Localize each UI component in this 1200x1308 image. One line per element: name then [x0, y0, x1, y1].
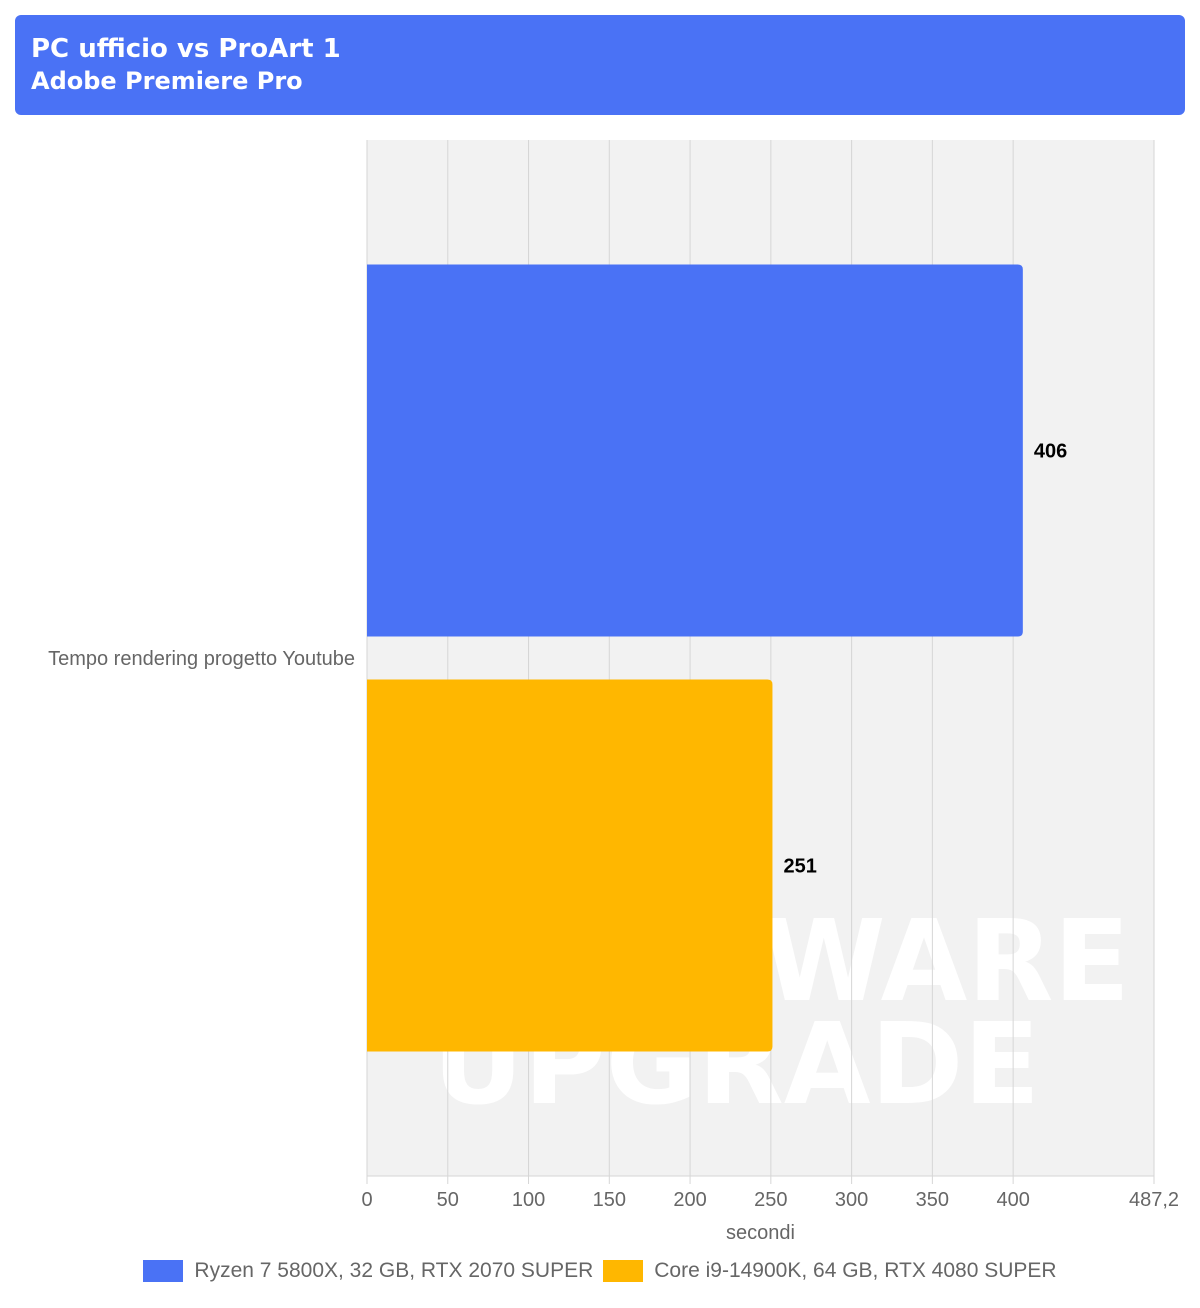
legend-label-series-1: Ryzen 7 5800X, 32 GB, RTX 2070 SUPER	[194, 1259, 594, 1282]
x-tick-label: 200	[673, 1189, 706, 1211]
chart-subtitle: Adobe Premiere Pro	[31, 67, 303, 95]
y-category-label: Tempo rendering progetto Youtube	[48, 648, 355, 670]
legend-item-series-1[interactable]: Ryzen 7 5800X, 32 GB, RTX 2070 SUPER	[143, 1259, 593, 1283]
bar-value-label: 406	[1034, 441, 1067, 463]
y-axis: Tempo rendering progetto Youtube	[48, 648, 355, 670]
x-tick-label: 400	[996, 1189, 1029, 1211]
legend: Ryzen 7 5800X, 32 GB, RTX 2070 SUPER Cor…	[0, 1256, 1200, 1286]
x-tick-label: 50	[437, 1189, 459, 1211]
bar	[367, 679, 773, 1052]
x-tick-label: 100	[512, 1189, 545, 1211]
bar-value-label: 251	[783, 856, 816, 878]
x-tick-label: 150	[593, 1189, 626, 1211]
bar	[367, 264, 1023, 637]
legend-swatch-series-2	[603, 1260, 644, 1282]
legend-label-series-2: Core i9-14900K, 64 GB, RTX 4080 SUPER	[654, 1259, 1057, 1282]
chart-title: PC ufficio vs ProArt 1	[31, 34, 341, 64]
legend-swatch-series-1	[143, 1260, 184, 1282]
x-tick-label: 350	[916, 1189, 949, 1211]
x-tick-label: 250	[754, 1189, 787, 1211]
bars	[367, 264, 1023, 1052]
x-axis-title: secondi	[726, 1222, 795, 1244]
legend-item-series-2[interactable]: Core i9-14900K, 64 GB, RTX 4080 SUPER	[603, 1259, 1057, 1283]
x-tick-label: 487,2	[1129, 1189, 1179, 1211]
x-tick-label: 300	[835, 1189, 868, 1211]
x-tick-label: 0	[361, 1189, 372, 1211]
data-labels: 406 251	[783, 441, 1067, 878]
x-axis: 0 50 100 150 200 250 300 350 400 487,2 secondi	[361, 1175, 1179, 1244]
chart-header: PC ufficio vs ProArt 1 Adobe Premiere Pr…	[15, 15, 1185, 115]
